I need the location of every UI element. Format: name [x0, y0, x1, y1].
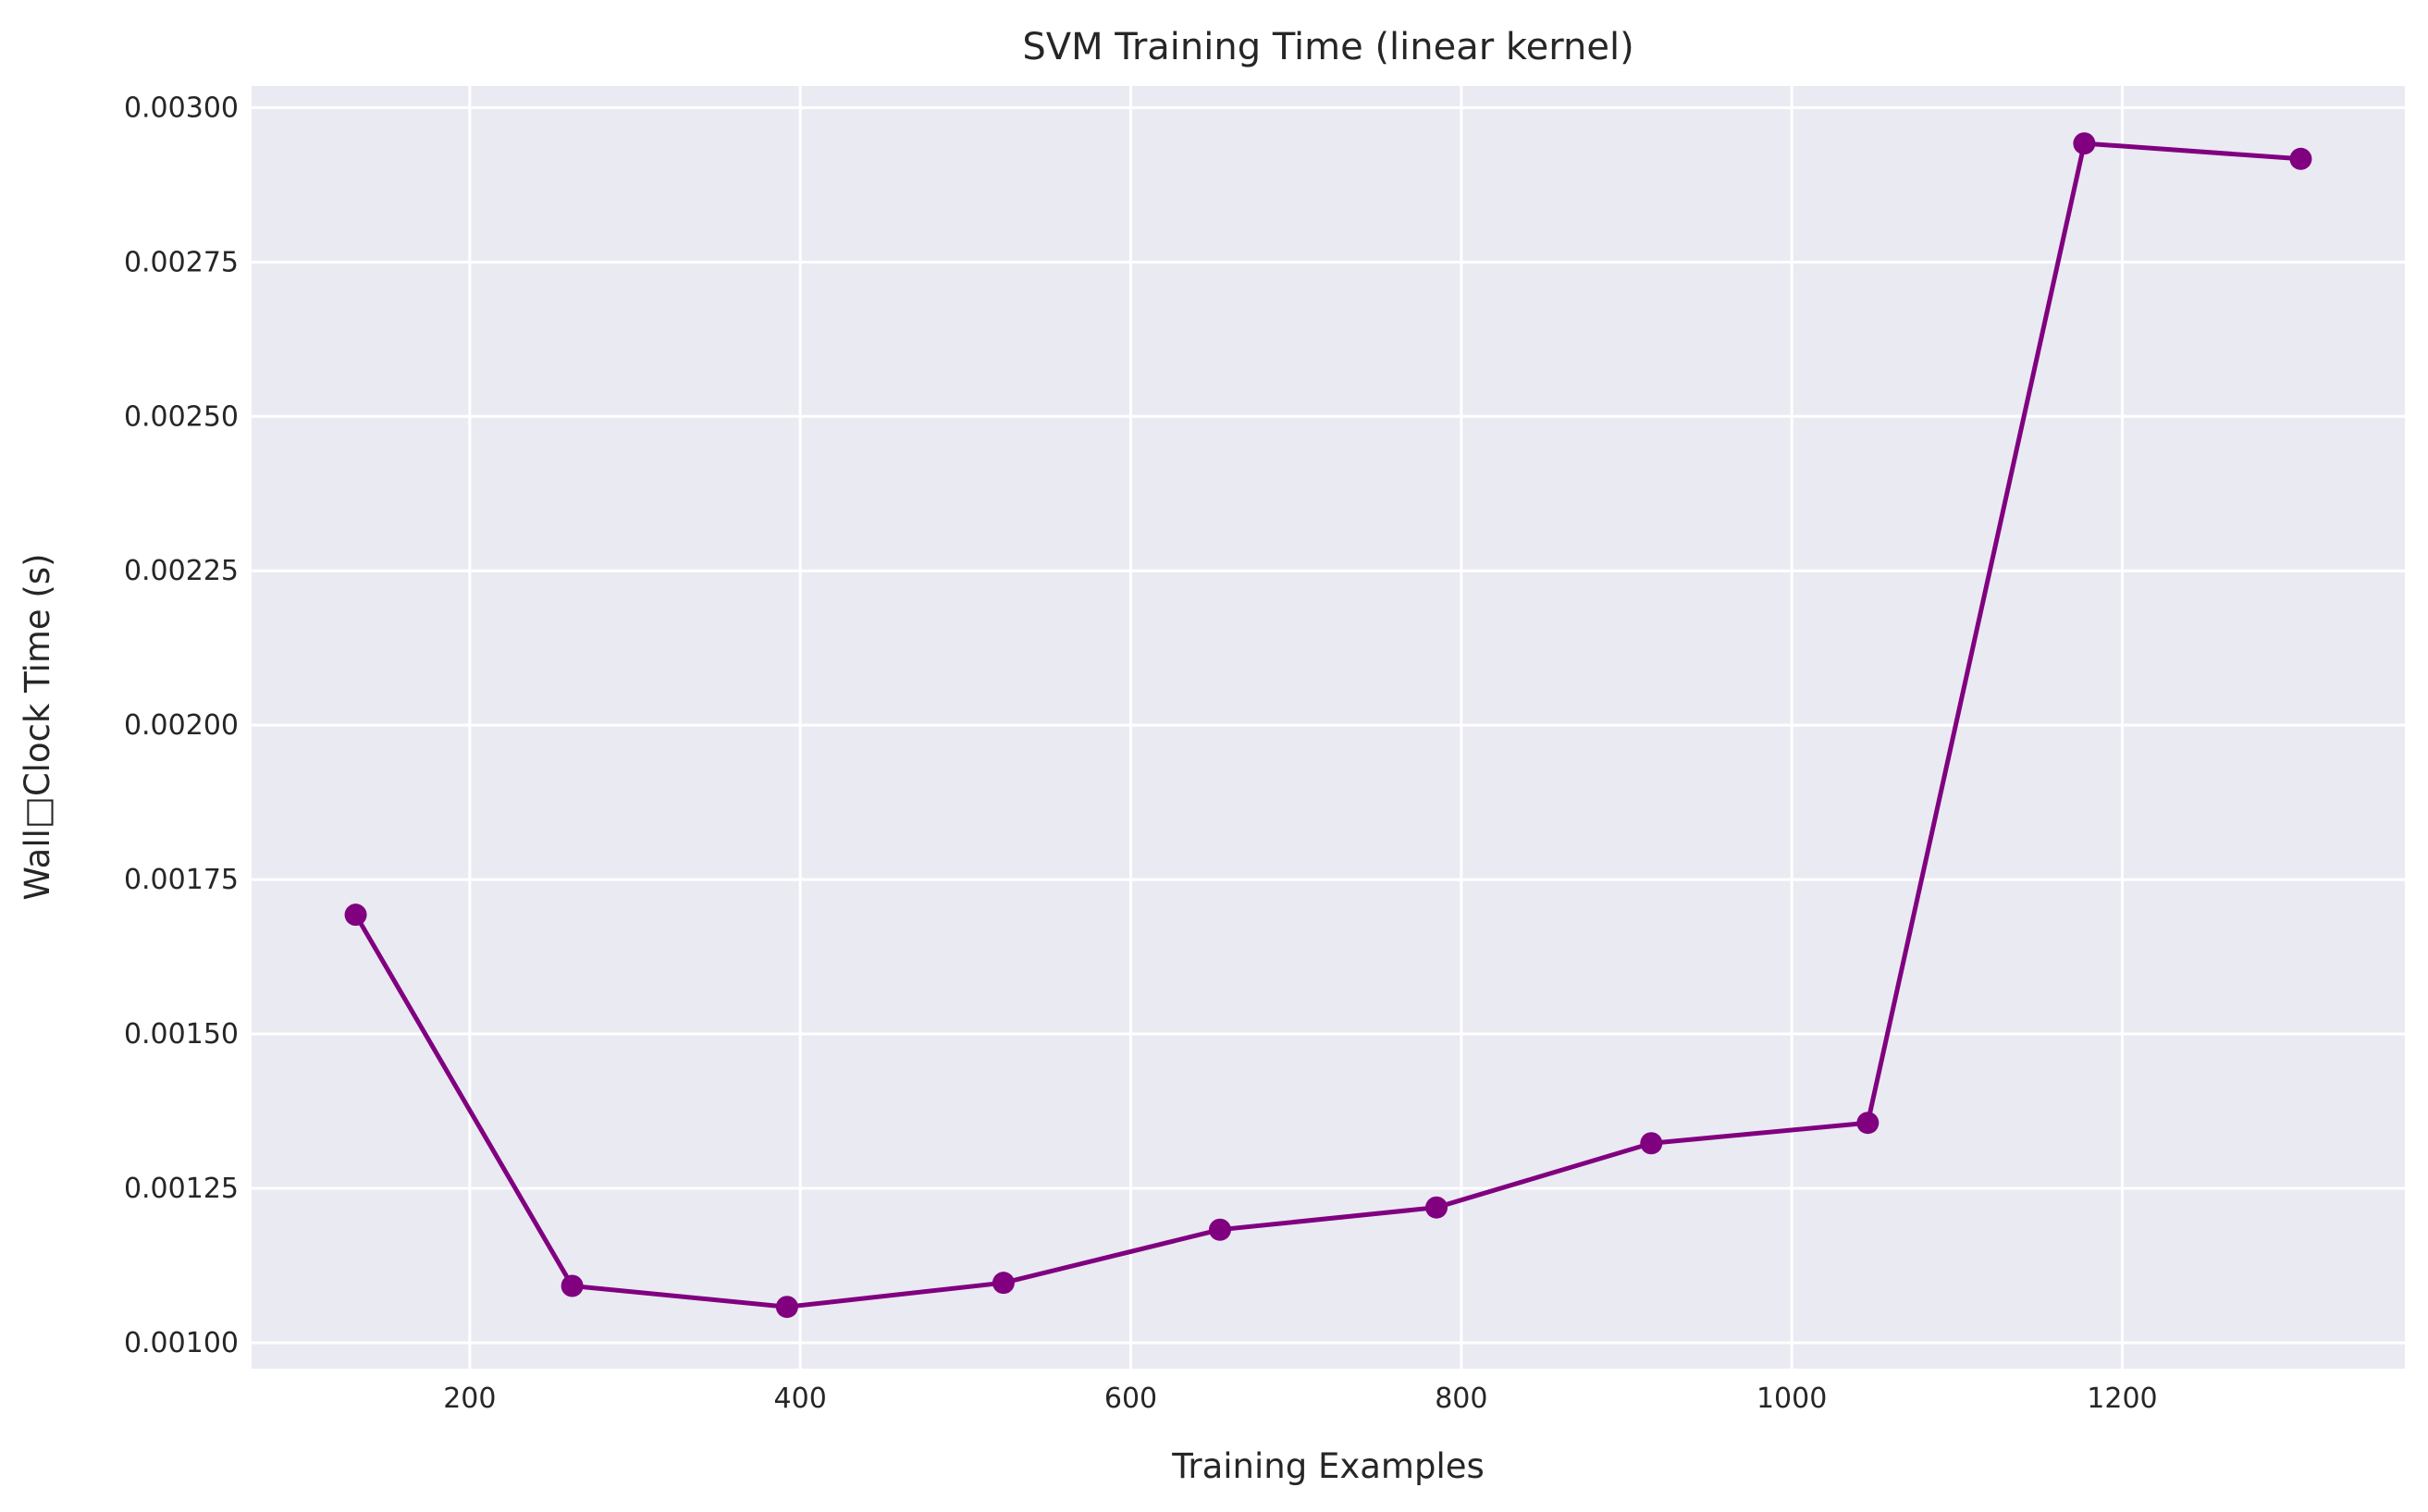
data-point [775, 1296, 798, 1319]
y-tick-label: 0.00150 [124, 1018, 239, 1051]
axis-ticks: 200 400 600 800 1000 1200 0.00100 0.00125 0.0015… [124, 92, 2158, 1415]
data-point [1640, 1132, 1663, 1155]
data-point [1425, 1196, 1448, 1219]
x-tick-label: 1000 [1756, 1383, 1827, 1415]
data-point [992, 1272, 1015, 1295]
chart-title: SVM Training Time (linear kernel) [1022, 26, 1633, 68]
x-tick-label: 600 [1104, 1383, 1157, 1415]
y-tick-label: 0.00100 [124, 1327, 239, 1359]
series-layer [344, 132, 2312, 1319]
data-point [1856, 1112, 1880, 1135]
y-tick-label: 0.00225 [124, 555, 239, 587]
series-line [353, 141, 2301, 1309]
y-tick-label: 0.00300 [124, 92, 239, 124]
plot-background [252, 86, 2405, 1369]
data-point [2073, 132, 2096, 155]
data-point [2289, 147, 2312, 170]
y-tick-label: 0.00250 [124, 400, 239, 433]
y-tick-label: 0.00125 [124, 1173, 239, 1205]
x-tick-label: 400 [774, 1383, 827, 1415]
y-axis-label: Wall□Clock Time (s) [18, 553, 57, 900]
y-tick-label: 0.00175 [124, 864, 239, 896]
x-axis-label: Training Examples [1171, 1446, 1485, 1486]
data-point [561, 1274, 584, 1297]
y-tick-label: 0.00200 [124, 709, 239, 742]
x-tick-label: 1200 [2087, 1383, 2157, 1415]
grid [252, 86, 2405, 1369]
y-tick-label: 0.00275 [124, 246, 239, 278]
x-tick-label: 800 [1435, 1383, 1487, 1415]
data-point [344, 904, 367, 927]
data-point [1208, 1218, 1231, 1241]
x-tick-label: 200 [443, 1383, 496, 1415]
